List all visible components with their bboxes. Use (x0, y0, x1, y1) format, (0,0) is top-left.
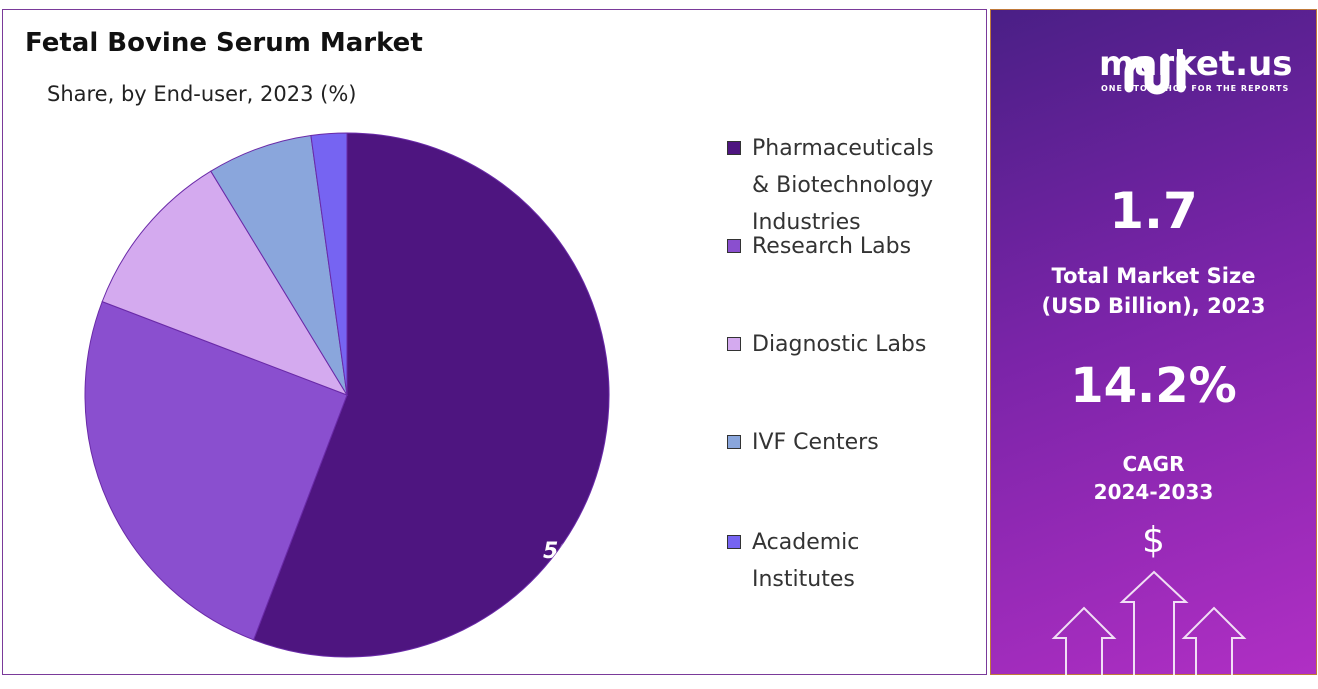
market-size-value: 1.7 (1109, 182, 1198, 240)
legend-swatch (727, 337, 741, 351)
legend-swatch (727, 535, 741, 549)
cagr-value: 14.2% (1070, 358, 1237, 414)
legend-item: Diagnostic Labs (727, 326, 977, 363)
legend-label: Industries (752, 210, 861, 235)
legend-item: Pharmaceuticals & Biotechnology Industries (727, 130, 977, 241)
legend-label: Research Labs (752, 234, 912, 259)
pie-chart: 56% (84, 132, 610, 658)
pie-slice (101, 170, 349, 396)
summary-panel: market.us ONE STOP SHOP FOR THE REPORTS … (990, 9, 1317, 680)
legend-label: Academic (752, 530, 860, 555)
legend-label: IVF Centers (752, 430, 879, 455)
legend-item: IVF Centers (727, 424, 977, 461)
logo-tagline: ONE STOP SHOP FOR THE REPORTS (1101, 84, 1290, 93)
dollar-icon: $ (1142, 520, 1165, 561)
logo-name: market.us (1099, 44, 1293, 84)
legend-swatch (727, 141, 741, 155)
legend-item: Research Labs (727, 228, 977, 265)
legend-label: Diagnostic Labs (752, 332, 927, 357)
market-us-logo: market.us ONE STOP SHOP FOR THE REPORTS (1021, 44, 1293, 98)
chart-title: Fetal Bovine Serum Market (25, 28, 423, 58)
growth-arrows-icon (1051, 570, 1247, 680)
pie-slice (84, 300, 348, 641)
legend-label: Pharmaceuticals (752, 136, 934, 161)
legend-swatch (727, 435, 741, 449)
legend-item: Academic Institutes (727, 524, 977, 598)
legend-label: & Biotechnology (752, 173, 933, 198)
legend-label: Institutes (752, 567, 855, 592)
pie-slice (252, 132, 610, 658)
chart-subtitle: Share, by End-user, 2023 (%) (47, 82, 357, 106)
cagr-label: CAGR (1122, 452, 1185, 476)
logo-icon (1124, 53, 1186, 95)
cagr-period: 2024-2033 (1093, 480, 1214, 504)
legend-swatch (727, 239, 741, 253)
market-size-label: Total Market Size (1051, 264, 1256, 288)
market-size-label-2: (USD Billion), 2023 (1041, 294, 1266, 318)
chart-frame (2, 9, 987, 675)
pie-slice (310, 132, 348, 396)
